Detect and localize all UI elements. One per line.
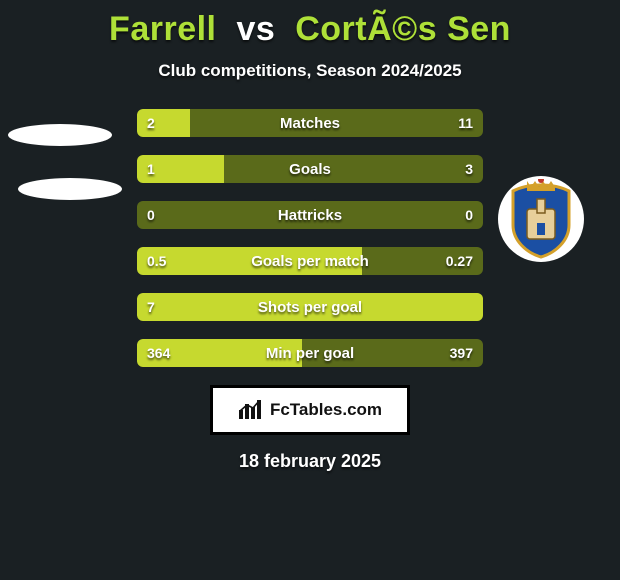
player-right-name: CortÃ©s Sen bbox=[295, 10, 511, 48]
fctables-branding: FcTables.com bbox=[210, 385, 410, 435]
stat-label: Hattricks bbox=[137, 201, 483, 229]
stat-rows: 211Matches 13Goals 0 0Hattricks 0.50.27Goals… bbox=[137, 109, 483, 367]
date-label: 18 february 2025 bbox=[0, 451, 620, 472]
stat-row: 0 0Hattricks bbox=[137, 201, 483, 229]
stat-value-right: 0.27 bbox=[436, 247, 483, 275]
stat-value-right: 0 bbox=[455, 201, 483, 229]
subtitle: Club competitions, Season 2024/2025 bbox=[0, 61, 620, 81]
stat-fill-left bbox=[137, 109, 190, 137]
stat-row: 0.50.27Goals per match bbox=[137, 247, 483, 275]
player-placeholder-ellipse bbox=[8, 124, 112, 146]
stat-fill-left bbox=[137, 155, 224, 183]
club-badge bbox=[498, 176, 584, 262]
page-title: Farrell vs CortÃ©s Sen bbox=[0, 0, 620, 49]
stat-value-right: 11 bbox=[448, 109, 483, 137]
stat-fill-left bbox=[137, 247, 362, 275]
stat-value-right: 397 bbox=[440, 339, 483, 367]
stat-fill-left bbox=[137, 339, 302, 367]
stat-value-left: 0 bbox=[137, 201, 165, 229]
stat-value-right: 3 bbox=[455, 155, 483, 183]
player-left-name: Farrell bbox=[109, 10, 216, 48]
player-placeholder-ellipse bbox=[18, 178, 122, 200]
stat-row: 7Shots per goal bbox=[137, 293, 483, 321]
bar-chart-icon bbox=[238, 400, 264, 420]
brand-label: FcTables.com bbox=[270, 400, 382, 420]
stat-row: 13Goals bbox=[137, 155, 483, 183]
comparison-stage: 211Matches 13Goals 0 0Hattricks 0.50.27Goals… bbox=[0, 109, 620, 367]
stat-row: 364397Min per goal bbox=[137, 339, 483, 367]
stat-row: 211Matches bbox=[137, 109, 483, 137]
shield-icon bbox=[507, 179, 575, 259]
stat-fill-left bbox=[137, 293, 483, 321]
title-vs: vs bbox=[236, 10, 275, 48]
